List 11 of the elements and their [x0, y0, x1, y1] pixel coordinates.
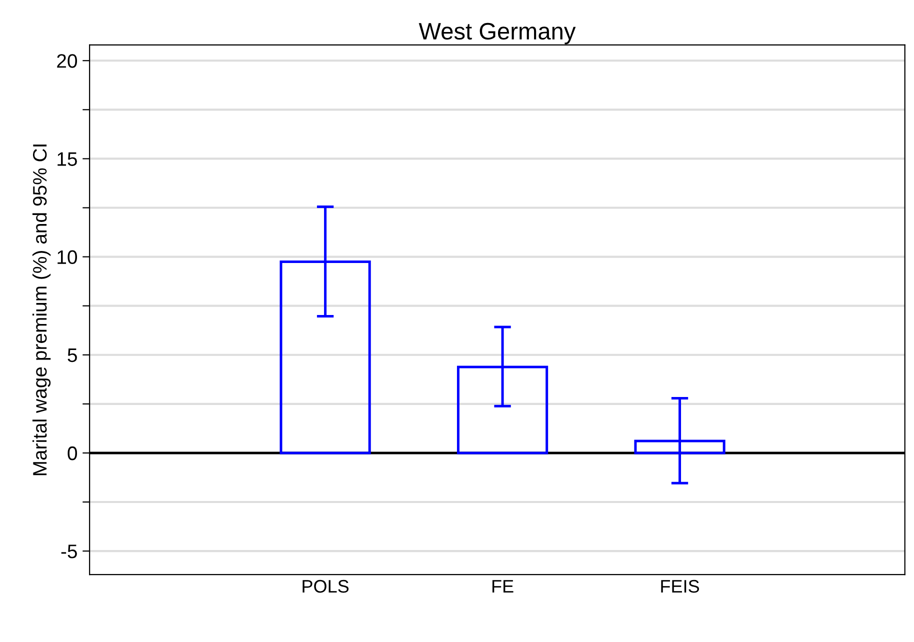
x-tick-label: FE — [492, 580, 514, 593]
y-tick-label: 20 — [57, 54, 78, 68]
y-tick-label: 10 — [58, 250, 78, 264]
x-tick-label: FEIS — [661, 580, 700, 593]
x-tick-label: POLS — [302, 580, 349, 593]
y-tick-label: 5 — [68, 348, 77, 362]
y-tick-label: 15 — [58, 152, 77, 166]
y-tick-label: -5 — [61, 544, 77, 558]
y-axis-title: Marital wage premium (%) and 95% CI — [32, 144, 51, 476]
chart-title: West Germany — [418, 22, 576, 44]
y-tick-label: 0 — [68, 446, 78, 460]
